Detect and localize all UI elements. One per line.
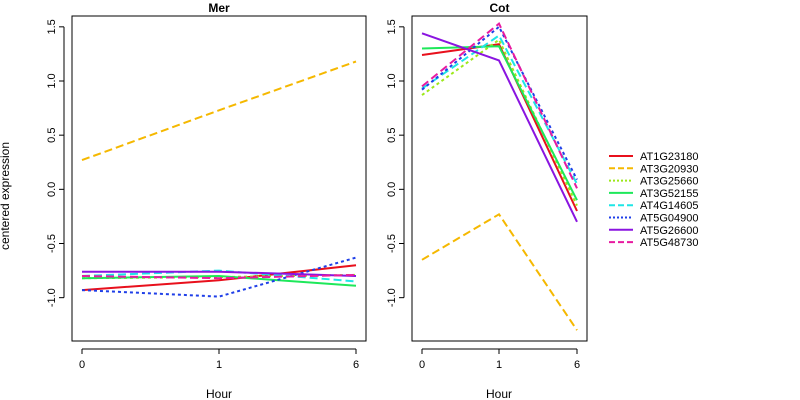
y-tick-label-cot: -1.0 (386, 288, 398, 307)
x-tick-label-cot: 6 (574, 359, 580, 371)
x-tick-label-mer: 6 (353, 359, 359, 371)
y-tick-label-cot: 0.5 (386, 128, 398, 143)
x-tick-label-cot: 0 (419, 359, 425, 371)
series-line-cot-at1g23180 (421, 43, 578, 212)
y-tick-label-mer: 0.0 (46, 182, 58, 197)
panel-title-mer: Mer (208, 1, 230, 15)
series-line-mer-at5g26600 (82, 270, 357, 277)
panel-title-cot: Cot (490, 1, 510, 15)
y-tick-label-mer: 1.5 (46, 19, 58, 34)
x-tick-label-mer: 1 (216, 359, 222, 371)
series-line-mer-at3g20930 (81, 60, 357, 162)
legend-label-at3g52155: AT3G52155 (640, 188, 699, 200)
plot-frame-cot (411, 15, 588, 342)
y-tick-label-cot: 1.5 (386, 19, 398, 34)
panel-cot: Cot -1.0 -0.5 0.0 0.5 1.0 1.5 0 1 6 (386, 1, 588, 371)
x-axis-label-mer: Hour (206, 387, 232, 400)
legend-label-at5g04900: AT5G04900 (640, 213, 699, 225)
series-line-cot-at5g48730 (421, 22, 578, 189)
y-tick-label-cot: -0.5 (386, 234, 398, 253)
y-axis-label: centered expression (0, 142, 12, 250)
y-tick-label-mer: -1.0 (46, 288, 58, 307)
y-tick-label-mer: 0.5 (46, 128, 58, 143)
y-tick-label-cot: 1.0 (386, 73, 398, 88)
x-tick-label-mer: 0 (79, 359, 85, 371)
panel-mer: Mer -1.0 -0.5 0.0 0.5 1.0 1.5 0 1 6 (46, 1, 367, 371)
series-line-mer-at1g23180 (81, 264, 357, 292)
series-line-mer-at5g48730 (81, 273, 357, 280)
series-line-cot-at3g52155 (421, 45, 578, 201)
series-line-mer-at4g14605 (81, 269, 357, 283)
legend-label-at5g48730: AT5G48730 (640, 237, 699, 249)
plot-frame-mer (71, 15, 367, 342)
legend-label-at3g25660: AT3G25660 (640, 176, 699, 188)
legend-label-at3g20930: AT3G20930 (640, 163, 699, 175)
y-tick-label-mer: 1.0 (46, 73, 58, 88)
y-tick-label-mer: -0.5 (46, 234, 58, 253)
legend-label-at1g23180: AT1G23180 (640, 151, 699, 163)
y-tick-label-cot: 0.0 (386, 182, 398, 197)
legend-label-at4g14605: AT4G14605 (640, 200, 699, 212)
legend-label-at5g26600: AT5G26600 (640, 225, 699, 237)
series-line-cot-at3g20930 (421, 212, 578, 331)
legend: AT1G23180AT3G20930AT3G25660AT3G52155AT4G… (609, 151, 699, 249)
series-line-mer-at3g52155 (81, 274, 357, 287)
series-line-cot-at5g26600 (421, 32, 578, 223)
x-tick-label-cot: 1 (496, 359, 502, 371)
series-line-cot-at3g25660 (421, 38, 578, 207)
x-axis-label-cot: Hour (486, 387, 512, 400)
